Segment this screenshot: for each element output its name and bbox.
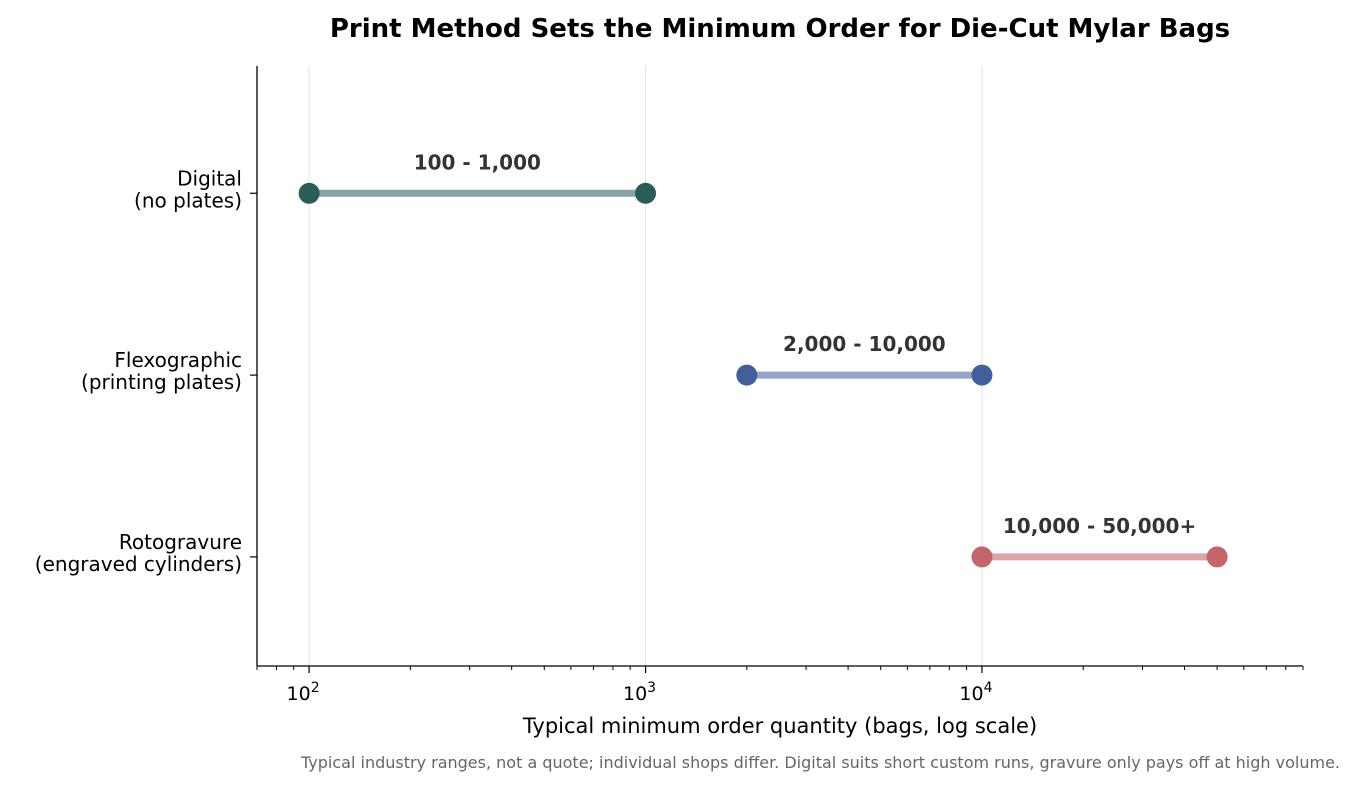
x-tick-label: 104 <box>959 680 992 705</box>
data-label: 100 - 1,000 <box>414 150 541 174</box>
x-axis-ticks: 102 103 104 <box>256 666 1304 705</box>
x-tick-base: 10 <box>623 683 647 705</box>
footnote: Typical industry ranges, not a quote; in… <box>300 753 1340 772</box>
y-label-line2: (no plates) <box>134 188 242 212</box>
y-axis-ticks: Digital (no plates) Flexographic (printing … <box>35 166 257 576</box>
x-tick-exponent: 2 <box>311 680 320 696</box>
x-tick-base: 10 <box>959 683 983 705</box>
max-point <box>971 364 993 386</box>
grid <box>308 66 983 666</box>
data-label: 2,000 - 10,000 <box>783 332 946 356</box>
y-label-line1: Digital <box>177 166 242 190</box>
x-tick-label: 103 <box>623 680 656 705</box>
y-label-line1: Flexographic <box>114 348 242 372</box>
series: 100 - 1,000 2,000 - 10,000 10,000 - 50,000… <box>298 150 1228 568</box>
x-tick-exponent: 3 <box>647 680 656 696</box>
x-tick-exponent: 4 <box>984 680 993 696</box>
min-point <box>298 182 320 204</box>
y-tick-label: Rotogravure (engraved cylinders) <box>35 530 242 576</box>
min-point <box>736 364 758 386</box>
x-tick-base: 10 <box>287 683 311 705</box>
data-label: 10,000 - 50,000+ <box>1003 514 1196 538</box>
x-axis-label: Typical minimum order quantity (bags, lo… <box>522 714 1037 738</box>
y-label-line1: Rotogravure <box>119 530 242 554</box>
min-point <box>971 546 993 568</box>
max-point <box>635 182 657 204</box>
y-tick-label: Digital (no plates) <box>134 166 242 212</box>
y-tick-label: Flexographic (printing plates) <box>81 348 242 394</box>
y-label-line2: (engraved cylinders) <box>35 552 242 576</box>
max-point <box>1206 546 1228 568</box>
chart-title: Print Method Sets the Minimum Order for … <box>330 14 1230 44</box>
x-tick-label: 102 <box>287 680 320 705</box>
y-label-line2: (printing plates) <box>81 370 242 394</box>
axes <box>256 66 1303 667</box>
